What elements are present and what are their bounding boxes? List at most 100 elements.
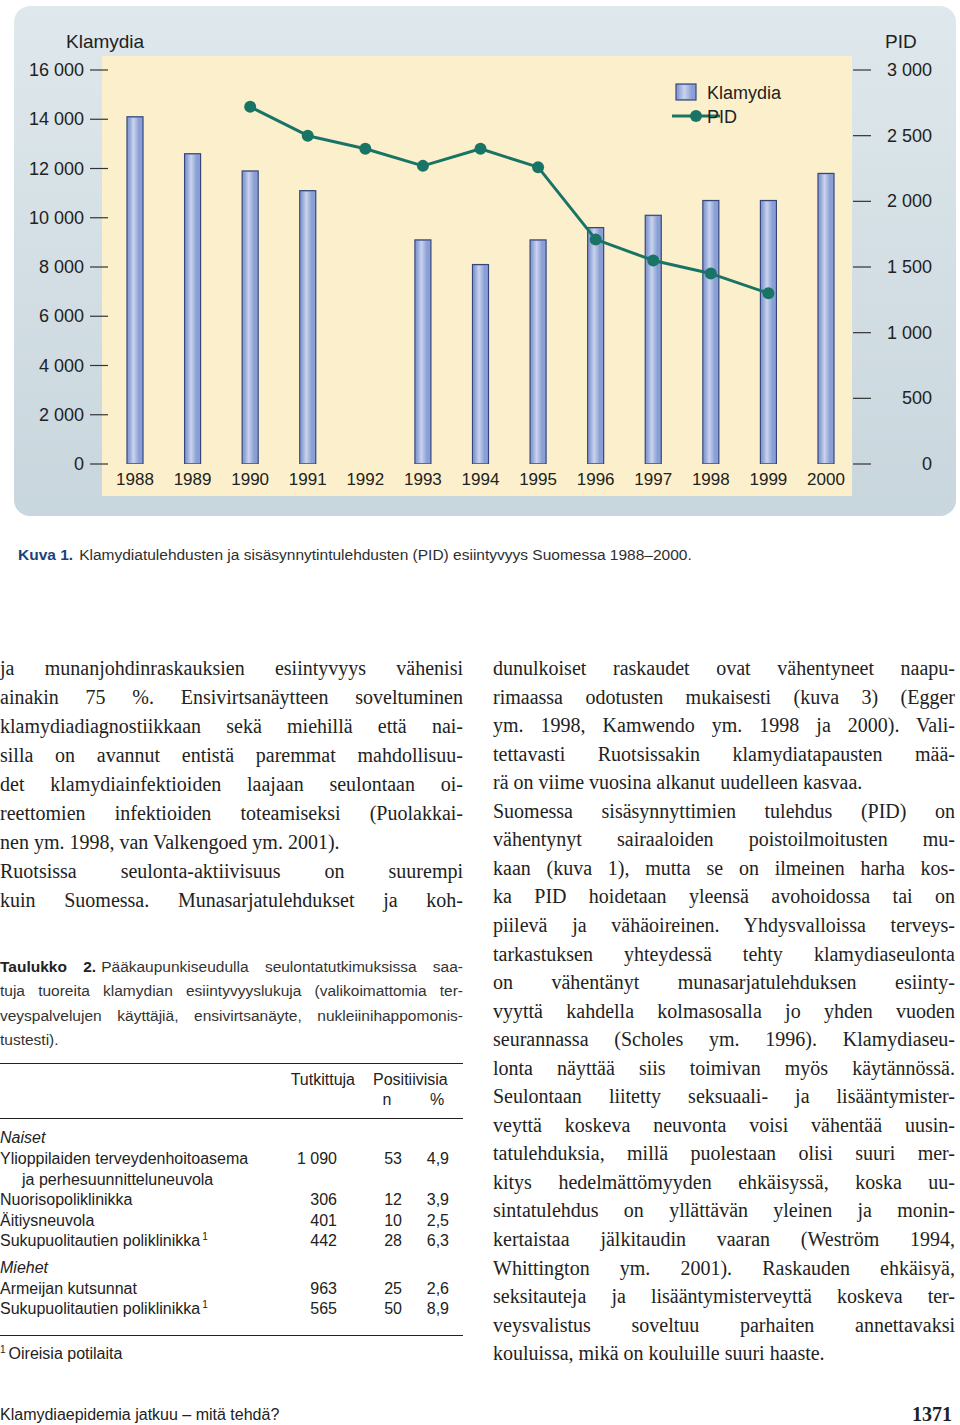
table-cell: 6,3 [399, 1230, 449, 1252]
table-cell: 306 [257, 1189, 337, 1211]
bar-shine [244, 172, 254, 463]
y2-tick-label: 2 000 [887, 191, 932, 211]
table-cell: Ylioppilaiden terveydenhoitoasema [0, 1148, 248, 1170]
bar-shine [705, 202, 715, 463]
line-marker [647, 254, 659, 266]
text-line: ja munanjohdinraskauksien esiintyvyys vä… [0, 655, 463, 681]
row-label: Äitiysneuvola [0, 1212, 94, 1229]
y2-axis-title: PID [885, 31, 917, 52]
text-line: det klamydiainfektioiden laajaan seulont… [0, 771, 463, 797]
y2-tick [853, 201, 871, 202]
y2-tick-label: 2 500 [887, 126, 932, 146]
table-cell: 963 [257, 1278, 337, 1300]
text-line: Ruotsissa seulonta-aktiivisuus on suurem… [0, 858, 463, 884]
text-line: kouluissa, mikä on kouluille suuri haast… [493, 1340, 955, 1366]
text-line: tettavasti Ruotsissakin klamydiatapauste… [493, 741, 955, 767]
line-marker [359, 143, 371, 155]
y2-tick-label: 0 [922, 454, 932, 474]
text-line: piilevä ja vähäoireinen. Yhdysvalloissa … [493, 912, 955, 938]
y-tick-label: 6 000 [39, 306, 84, 326]
text-line: kitys hedelmättömyyden ehkäisyssä, koska… [493, 1169, 955, 1195]
bar-shine [820, 174, 830, 463]
row-note: 1 [202, 1231, 208, 1242]
table-caption-line: veyspalvelujen käyttäjiä, ensivirtsanäyt… [0, 1005, 463, 1027]
y2-tick-label: 1 500 [887, 257, 932, 277]
x-tick-label: 1995 [519, 470, 557, 489]
table-cell: 2,5 [399, 1210, 449, 1232]
legend-swatch [676, 84, 696, 100]
y-tick [90, 119, 108, 120]
y2-tick [853, 135, 871, 136]
text-line: nen ym. 1998, van Valkengoed ym. 2001). [0, 829, 463, 855]
bar [760, 201, 776, 464]
text-line: rä on viime vuosina alkanut uudelleen ka… [493, 769, 955, 795]
text-line: klamydiadiagnostiikkaan sekä miehillä et… [0, 713, 463, 739]
y2-tick [853, 398, 871, 399]
x-tick-label: 1989 [174, 470, 212, 489]
text-line: kaan (kuva 1), mutta se on ilmeinen harh… [493, 855, 955, 881]
table-cell: Sukupuolitautien poliklinikka1 [0, 1230, 208, 1252]
table-cell: 442 [257, 1230, 337, 1252]
table-cell: Positiivisia [373, 1069, 448, 1091]
y-tick [90, 266, 108, 267]
y2-tick [853, 266, 871, 267]
table-cell: 12 [352, 1189, 402, 1211]
x-tick-label: 1994 [462, 470, 500, 489]
table-cell: ja perhesuunnitteluneuvola [22, 1169, 213, 1191]
text-line: Seulontaan liitetty seksuaali- ja lisään… [493, 1083, 955, 1109]
line-marker [705, 268, 717, 280]
x-tick-label: 1998 [692, 470, 730, 489]
footnote-mark: 1 [0, 1344, 6, 1355]
bar-shine [762, 202, 772, 463]
table-caption-text: veyspalvelujen käyttäjiä, ensivirtsanäyt… [0, 1007, 463, 1024]
figure-label: Kuva 1. [18, 546, 73, 563]
y2-tick [853, 463, 871, 464]
x-tick-label: 1996 [577, 470, 615, 489]
y-tick-label: 16 000 [29, 60, 84, 80]
table-cell: 10 [352, 1210, 402, 1232]
y-tick [90, 217, 108, 218]
table-caption-line: tustesti). [0, 1029, 463, 1051]
line-marker [532, 161, 544, 173]
text-line: vähentynyt sairaaloiden poistoilmoituste… [493, 826, 955, 852]
table-cell: 53 [352, 1148, 402, 1170]
table-label: Taulukko 2. [0, 958, 96, 975]
row-label: Nuorisopoliklinikka [0, 1191, 133, 1208]
data-group [127, 101, 834, 464]
line-marker [302, 130, 314, 142]
plot-area [102, 56, 852, 496]
table-cell: Tutkittuja [255, 1069, 355, 1091]
y-tick-label: 14 000 [29, 109, 84, 129]
chart-panel [14, 6, 956, 516]
table-cell: n [367, 1089, 407, 1111]
line-marker [762, 287, 774, 299]
table-cell: 3,9 [399, 1189, 449, 1211]
bar [530, 240, 546, 464]
table-cell: 25 [352, 1278, 402, 1300]
x-tick-label: 1990 [231, 470, 269, 489]
text-line: kuin Suomessa. Munasarjatulehdukset ja k… [0, 887, 463, 913]
chart: 02 0004 0006 0008 00010 00012 00014 0001… [0, 0, 960, 522]
text-line: seksitauteja ja lisääntymisterveyttä kos… [493, 1283, 955, 1309]
y2-tick-label: 1 000 [887, 323, 932, 343]
text-line: silla on avannut entistä paremmat mahdol… [0, 742, 463, 768]
x-tick-label: 1992 [346, 470, 384, 489]
y-tick-label: 10 000 [29, 208, 84, 228]
y-tick-label: 2 000 [39, 405, 84, 425]
table-cell: Naiset [0, 1127, 45, 1149]
table-cell: 1Oireisia potilaita [0, 1343, 122, 1365]
x-tick-label: 1991 [289, 470, 327, 489]
row-note: 1 [202, 1299, 208, 1310]
bar [588, 228, 604, 464]
text-line: veysvalistus soveltuu parhaiten annettav… [493, 1312, 955, 1338]
table-cell: 2,6 [399, 1278, 449, 1300]
y-tick-label: 8 000 [39, 257, 84, 277]
table-caption-line: tuja tuoreita klamydian esiintyvyyslukuj… [0, 980, 463, 1002]
y-tick [90, 463, 108, 464]
table-cell: 50 [352, 1298, 402, 1320]
bar [473, 265, 489, 464]
table-cell: Miehet [0, 1257, 48, 1279]
y-tick-label: 0 [74, 454, 84, 474]
bar-shine [302, 192, 312, 463]
table-cell: 28 [352, 1230, 402, 1252]
